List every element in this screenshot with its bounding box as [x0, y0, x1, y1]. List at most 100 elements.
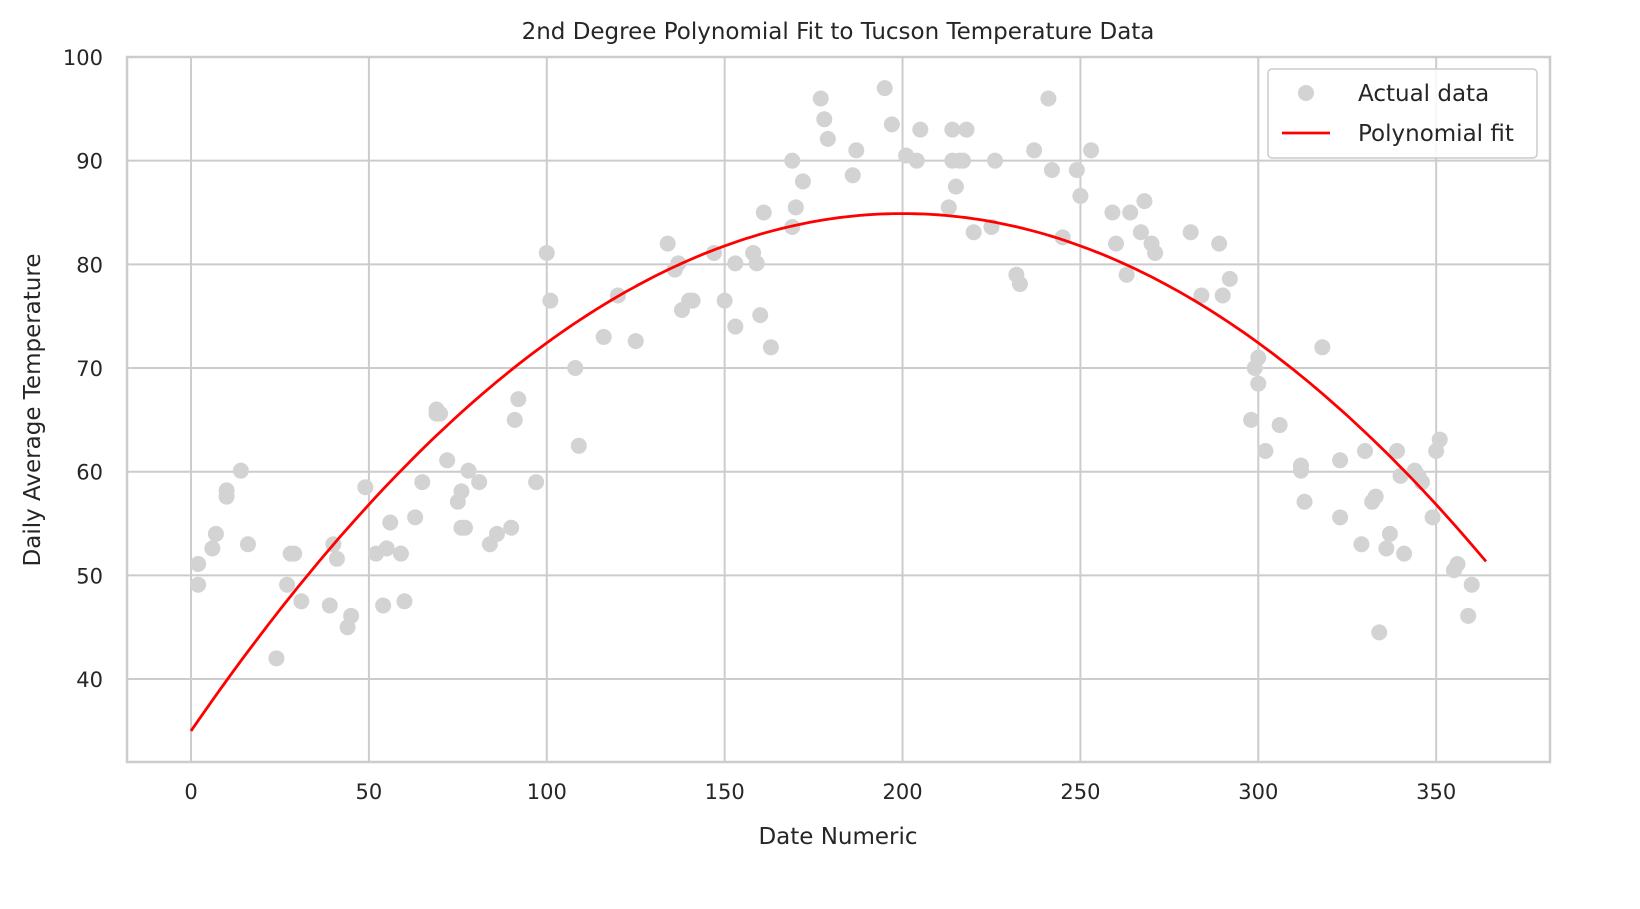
data-point: [848, 142, 865, 159]
data-point: [207, 525, 224, 542]
x-tick-label: 350: [1416, 780, 1456, 804]
data-point: [1353, 536, 1370, 553]
chart-title: 2nd Degree Polynomial Fit to Tucson Temp…: [522, 19, 1155, 45]
data-point: [321, 597, 338, 614]
data-point: [570, 437, 587, 454]
grid: [127, 56, 1550, 762]
data-point: [816, 111, 833, 128]
y-tick-label: 40: [76, 668, 103, 692]
data-point: [947, 178, 964, 195]
data-point: [1389, 442, 1406, 459]
data-point: [343, 607, 360, 624]
data-point: [268, 650, 285, 667]
data-point: [1193, 287, 1210, 304]
data-point: [794, 173, 811, 190]
legend-label-polynomial-fit: Polynomial fit: [1358, 121, 1514, 147]
data-point: [1043, 162, 1060, 179]
data-point: [727, 318, 744, 335]
data-point: [1132, 224, 1149, 241]
data-point: [1182, 224, 1199, 241]
data-point: [684, 292, 701, 309]
data-point: [1147, 244, 1164, 261]
y-axis-label: Daily Average Temperature: [20, 254, 46, 567]
polynomial-fit-line: [189, 212, 1488, 732]
data-point: [1107, 235, 1124, 252]
data-point: [1357, 442, 1374, 459]
data-point: [1367, 488, 1384, 505]
data-point: [748, 255, 765, 272]
data-point: [190, 576, 207, 593]
data-point: [1381, 525, 1398, 542]
y-tick-label: 100: [63, 46, 103, 70]
data-point: [407, 509, 424, 526]
data-point: [392, 545, 409, 562]
data-point: [1243, 411, 1260, 428]
data-point: [716, 292, 733, 309]
data-point: [460, 462, 477, 479]
legend-box: [1267, 68, 1538, 159]
data-point: [876, 80, 893, 97]
data-point: [1463, 576, 1480, 593]
data-point: [940, 199, 957, 216]
y-tick-label: 90: [76, 150, 103, 174]
legend-marker-actual-data: [1298, 85, 1314, 101]
data-point: [1136, 193, 1153, 210]
legend-label-actual-data: Actual data: [1358, 81, 1489, 107]
x-axis-label: Date Numeric: [758, 824, 917, 850]
data-point: [286, 545, 303, 562]
data-point: [1072, 187, 1089, 204]
x-tick-label: 0: [184, 780, 197, 804]
data-point: [1122, 204, 1139, 221]
scatter-points: [190, 80, 1480, 667]
data-point: [328, 550, 345, 567]
data-point: [506, 411, 523, 428]
data-point: [1314, 339, 1331, 356]
data-point: [279, 576, 296, 593]
data-point: [812, 90, 829, 107]
data-point: [1292, 462, 1309, 479]
data-point: [190, 555, 207, 572]
data-point: [1371, 624, 1388, 641]
data-point: [883, 116, 900, 133]
data-point: [1271, 417, 1288, 434]
data-point: [1250, 375, 1267, 392]
data-point: [357, 479, 374, 496]
data-point: [958, 121, 975, 138]
data-point: [232, 462, 249, 479]
data-point: [1211, 235, 1228, 252]
data-point: [762, 339, 779, 356]
data-point: [538, 244, 555, 261]
data-point: [1396, 545, 1413, 562]
data-point: [659, 235, 676, 252]
data-point: [1221, 270, 1238, 287]
data-point: [471, 474, 488, 491]
data-point: [844, 167, 861, 184]
data-point: [1026, 142, 1043, 159]
data-point: [1214, 287, 1231, 304]
data-point: [1083, 142, 1100, 159]
data-point: [1250, 349, 1267, 366]
data-point: [752, 307, 769, 324]
data-point: [414, 474, 431, 491]
data-point: [382, 514, 399, 531]
data-point: [987, 152, 1004, 169]
data-point: [1332, 509, 1349, 526]
x-tick-label: 150: [705, 780, 745, 804]
data-point: [784, 152, 801, 169]
data-point: [912, 121, 929, 138]
data-point: [542, 292, 559, 309]
data-point: [1431, 431, 1448, 448]
data-point: [1040, 90, 1057, 107]
data-point: [908, 152, 925, 169]
data-point: [755, 204, 772, 221]
data-point: [944, 121, 961, 138]
y-tick-label: 80: [76, 253, 103, 277]
data-point: [1378, 540, 1395, 557]
data-point: [204, 540, 221, 557]
data-point: [432, 405, 449, 422]
y-tick-label: 60: [76, 461, 103, 485]
data-point: [239, 536, 256, 553]
plot-frame: [125, 55, 1552, 764]
data-point: [1104, 204, 1121, 221]
